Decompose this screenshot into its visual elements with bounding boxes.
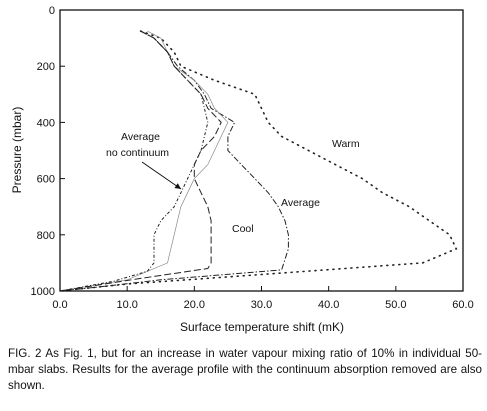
- y-axis-label: Pressure (mbar): [10, 107, 24, 194]
- y-tick-label: 800: [37, 230, 55, 242]
- x-tick-label: 0.0: [52, 299, 67, 311]
- y-tick-label: 200: [37, 61, 55, 73]
- y-tick-label: 400: [37, 117, 55, 129]
- x-tick-label: 10.0: [116, 299, 137, 311]
- annotation-arrow: [141, 161, 182, 190]
- y-tick-label: 0: [49, 5, 55, 17]
- axis-ticks: 0.0 10.0 20.0 30.0 40.0 50.0 60.0 0 200 400 600 800…: [31, 5, 474, 311]
- x-tick-label: 30.0: [251, 299, 272, 311]
- x-tick-label: 60.0: [452, 299, 473, 311]
- series-line-5: [59, 30, 209, 292]
- x-tick-label: 50.0: [385, 299, 406, 311]
- series-line-3: [59, 30, 229, 292]
- series-line-1: [59, 30, 458, 292]
- y-tick-label: 600: [37, 174, 55, 186]
- annotation-cool: Cool: [232, 223, 254, 235]
- x-tick-label: 40.0: [318, 299, 339, 311]
- series-line-2: [59, 30, 289, 292]
- annotation-warm: Warm: [332, 138, 360, 150]
- annotation-average: Average: [281, 197, 320, 209]
- y-tick-label: 1000: [31, 286, 55, 298]
- annotation-no-continuum-line2: no continuum: [106, 147, 169, 159]
- x-tick-label: 20.0: [184, 299, 205, 311]
- series-lines: [59, 30, 458, 292]
- series-line-4: [59, 30, 222, 292]
- x-axis-label: Surface temperature shift (mK): [180, 320, 344, 334]
- annotation-no-continuum-line1: Average: [121, 131, 160, 143]
- figure-caption: FIG. 2 As Fig. 1, but for an increase in…: [8, 347, 482, 392]
- figure-chart: 0.0 10.0 20.0 30.0 40.0 50.0 60.0 0 200 400 600 800…: [10, 5, 474, 334]
